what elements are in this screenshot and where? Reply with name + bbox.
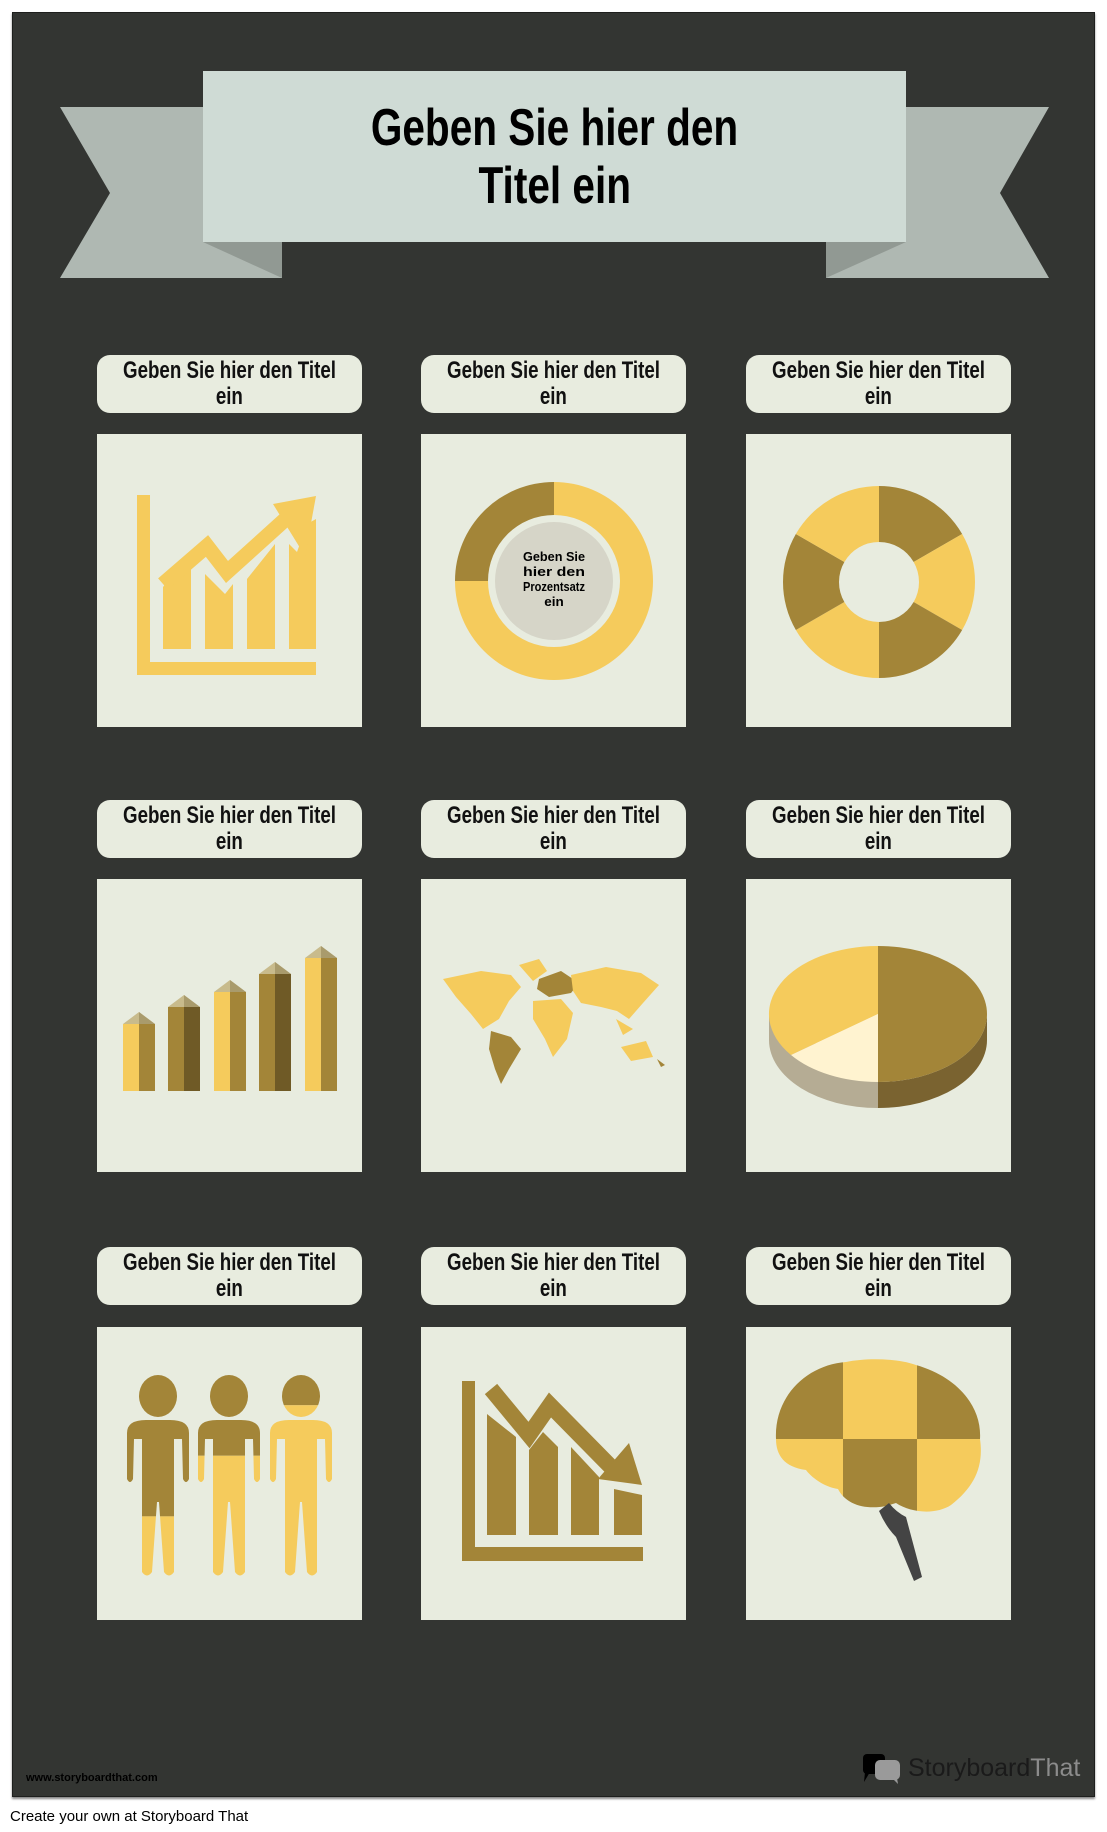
- 3d-bar-chart-icon: [123, 946, 337, 1091]
- card-title-line2: ein: [215, 1275, 244, 1302]
- logo-text-b: That: [1030, 1753, 1081, 1782]
- person-figure: [198, 1375, 260, 1456]
- card-title[interactable]: Geben Sie hier den Titel ein: [421, 800, 686, 858]
- card-title[interactable]: Geben Sie hier den Titel ein: [97, 1247, 362, 1305]
- donut-center-text: Prozentsatz: [523, 579, 585, 594]
- card-image: [97, 879, 362, 1172]
- ribbon-left-fold: [203, 242, 282, 278]
- gear-ring-icon: [783, 486, 975, 678]
- donut-center-text: hier den: [523, 564, 585, 579]
- main-title[interactable]: Geben Sie hier den Titel ein: [203, 71, 906, 242]
- people-icon: [127, 1375, 332, 1576]
- person-figure: [127, 1375, 189, 1517]
- card-title[interactable]: Geben Sie hier den Titel ein: [746, 1247, 1011, 1305]
- card-title[interactable]: Geben Sie hier den Titel ein: [746, 800, 1011, 858]
- card-title-line2: ein: [864, 1275, 893, 1302]
- main-title-line2: Titel ein: [478, 156, 631, 215]
- card-image: [746, 434, 1011, 727]
- card-title[interactable]: Geben Sie hier den Titel ein: [746, 355, 1011, 413]
- card-title-line2: ein: [539, 828, 568, 855]
- card-title-line1: Geben Sie hier den Titel: [123, 802, 336, 829]
- card-title-line1: Geben Sie hier den Titel: [447, 802, 660, 829]
- card-title-line2: ein: [539, 383, 568, 410]
- ribbon-right-fold: [826, 242, 906, 278]
- person-figure: [282, 1375, 320, 1406]
- donut-center-text: Geben Sie: [523, 549, 585, 564]
- card-title-line1: Geben Sie hier den Titel: [123, 1249, 336, 1276]
- site-url: www.storyboardthat.com: [26, 1772, 158, 1784]
- card-title-line1: Geben Sie hier den Titel: [772, 357, 985, 384]
- falling-bar-chart-icon: [462, 1381, 643, 1561]
- card-title-line1: Geben Sie hier den Titel: [772, 1249, 985, 1276]
- card-title[interactable]: Geben Sie hier den Titel ein: [97, 355, 362, 413]
- card-title-line1: Geben Sie hier den Titel: [447, 357, 660, 384]
- card-image: [421, 1327, 686, 1620]
- card-image: [97, 1327, 362, 1620]
- card-image: Geben Sie hier den Prozentsatz ein: [421, 434, 686, 727]
- donut-center-text: ein: [544, 594, 564, 609]
- card-title-line2: ein: [215, 828, 244, 855]
- card-image: [746, 879, 1011, 1172]
- brain-icon: [775, 1359, 981, 1581]
- main-title-line1: Geben Sie hier den: [370, 98, 739, 157]
- card-image: [421, 879, 686, 1172]
- speech-bubbles-icon: [863, 1754, 900, 1784]
- world-map-icon: [443, 959, 665, 1084]
- card-title-line2: ein: [539, 1275, 568, 1302]
- card-title[interactable]: Geben Sie hier den Titel ein: [421, 1247, 686, 1305]
- rising-bar-chart-icon: [137, 495, 316, 675]
- card-title-line1: Geben Sie hier den Titel: [447, 1249, 660, 1276]
- card-title-line1: Geben Sie hier den Titel: [772, 802, 985, 829]
- card-title[interactable]: Geben Sie hier den Titel ein: [97, 800, 362, 858]
- logo-text-a: Storyboard: [908, 1753, 1031, 1782]
- 3d-pie-chart-icon: [768, 946, 987, 1108]
- card-image: [746, 1327, 1011, 1620]
- card-title-line2: ein: [215, 383, 244, 410]
- card-title-line2: ein: [864, 828, 893, 855]
- storyboardthat-logo: StoryboardThat: [862, 1752, 1080, 1784]
- card-title-line2: ein: [864, 383, 893, 410]
- card-image: [97, 434, 362, 727]
- card-title-line1: Geben Sie hier den Titel: [123, 357, 336, 384]
- card-title[interactable]: Geben Sie hier den Titel ein: [421, 355, 686, 413]
- credit-link[interactable]: Create your own at Storyboard That: [10, 1808, 249, 1825]
